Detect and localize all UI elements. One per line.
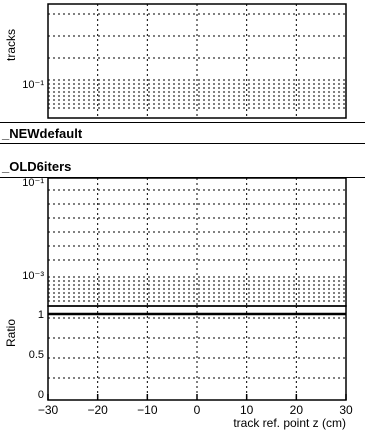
x-tick-label: 10: [240, 403, 254, 417]
x-tick-label: −20: [87, 403, 108, 417]
ratio-ytick-label-0: 0: [38, 389, 44, 401]
ratio-ytick-label-0.5: 0.5: [29, 349, 44, 361]
ratio-panel-grid: [48, 306, 346, 400]
middle-panel: 10⁻¹ 10⁻³: [22, 177, 347, 307]
middle-panel-grid: [48, 178, 346, 306]
ratio-panel: Ratio 1 0.5 0: [4, 305, 347, 401]
x-axis-tick-labels: −30 −20 −10 0 10 20 30: [38, 394, 353, 417]
legend-label-old-6iters: _OLD6iters: [2, 159, 72, 174]
top-ytick-label: 10⁻¹: [22, 79, 44, 91]
middle-ytick-label: 10⁻³: [22, 270, 44, 282]
legend-entry-old-6iters: _OLD6iters: [0, 156, 365, 178]
x-tick-label: 20: [290, 403, 304, 417]
ratio-ytick-label-1: 1: [38, 309, 44, 321]
middle-panel-frame: [47, 177, 347, 307]
x-tick-label: 30: [339, 403, 353, 417]
legend-label-new-default: _NEWdefault: [2, 126, 83, 141]
x-tick-label: −30: [38, 403, 59, 417]
ratio-ylabel: Ratio: [4, 319, 18, 347]
top-panel-grid: [48, 4, 346, 118]
x-tick-label: 0: [194, 403, 201, 417]
top-ylabel: tracks: [4, 29, 18, 61]
top-panel: tracks 10⁻¹: [4, 3, 347, 119]
middle-ytick-label-top: 10⁻¹: [22, 177, 44, 189]
legend-entry-new-default: _NEWdefault: [0, 122, 365, 144]
x-axis-label: track ref. point z (cm): [233, 416, 346, 430]
x-tick-label: −10: [137, 403, 158, 417]
